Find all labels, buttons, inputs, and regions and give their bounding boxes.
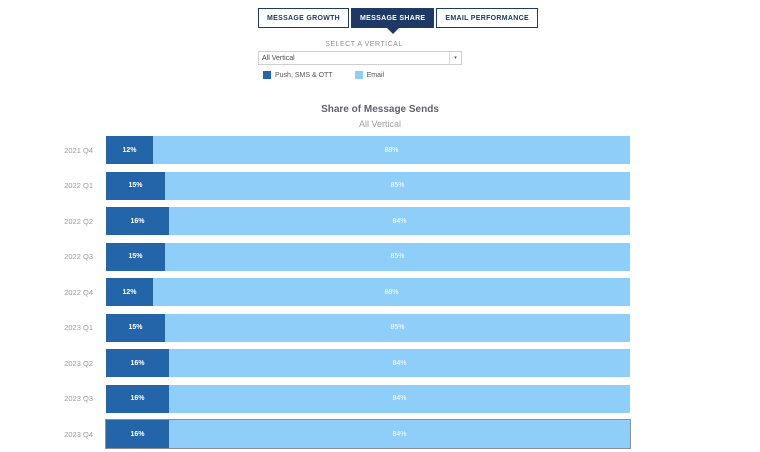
row-label: 2023 Q3	[64, 394, 93, 403]
bar-value-label: 12%	[122, 146, 137, 154]
bar-segment-push[interactable]: 16%	[106, 384, 169, 413]
chart-row: 2022 Q4 12% 88%	[0, 278, 760, 306]
bar-value-label: 16%	[130, 359, 145, 367]
tab-bar: MESSAGE GROWTH MESSAGE SHARE EMAIL PERFO…	[258, 8, 538, 28]
tab-email-performance[interactable]: EMAIL PERFORMANCE	[436, 8, 538, 28]
bar: 12% 88%	[106, 136, 630, 164]
bar-value-label: 84%	[392, 430, 407, 438]
chart-row: 2021 Q4 12% 88%	[0, 136, 760, 164]
row-label: 2022 Q1	[64, 181, 93, 190]
bar-segment-email[interactable]: 85%	[165, 171, 630, 200]
bar-value-label: 88%	[384, 288, 399, 296]
bar-value-label: 88%	[384, 146, 399, 154]
bar: 15% 85%	[106, 242, 630, 271]
bar-segment-push[interactable]: 12%	[106, 136, 153, 164]
bar-segment-email[interactable]: 88%	[153, 136, 630, 164]
tab-message-growth[interactable]: MESSAGE GROWTH	[258, 8, 350, 28]
bar: 12% 88%	[106, 278, 630, 306]
bar-segment-push[interactable]: 16%	[106, 420, 169, 448]
bar-segment-email[interactable]: 85%	[165, 313, 630, 342]
bar: 16% 84%	[106, 349, 630, 377]
chart-row: 2023 Q3 16% 84%	[0, 384, 760, 413]
push-swatch-icon	[263, 71, 271, 79]
vertical-select-value: All Vertical	[262, 54, 295, 62]
bar-segment-email[interactable]: 84%	[169, 420, 630, 448]
chart-title: Share of Message Sends	[321, 104, 439, 115]
chart-subtitle: All Vertical	[358, 119, 402, 129]
bar-value-label: 85%	[390, 324, 405, 331]
tab-message-share[interactable]: MESSAGE SHARE	[351, 8, 435, 28]
legend-item-push-sms-ott[interactable]: Push, SMS & OTT	[263, 71, 333, 79]
bar-value-label: 15%	[128, 324, 143, 331]
bar-value-label: 15%	[128, 253, 143, 260]
row-label: 2023 Q2	[64, 358, 93, 368]
legend-label: Email	[366, 71, 385, 79]
bar-segment-email[interactable]: 84%	[169, 207, 630, 235]
bar-value-label: 16%	[130, 430, 145, 438]
bar-segment-email[interactable]: 88%	[153, 278, 630, 306]
chevron-down-icon[interactable]: ▾	[449, 52, 461, 64]
legend: Push, SMS & OTT Email	[263, 71, 470, 79]
chart-row: 2022 Q1 15% 85%	[0, 171, 760, 200]
bar: 16% 84%	[106, 384, 630, 413]
bar: 16% 84%	[106, 207, 630, 235]
row-label: 2022 Q4	[64, 287, 93, 297]
chart-row: 2023 Q2 16% 84%	[0, 349, 760, 377]
chart-row: 2022 Q3 15% 85%	[0, 242, 760, 271]
bar-value-label: 85%	[390, 182, 405, 189]
bar: 15% 85%	[106, 313, 630, 342]
bar-value-label: 85%	[390, 253, 405, 260]
bar-segment-email[interactable]: 85%	[165, 242, 630, 271]
legend-item-email[interactable]: Email	[354, 71, 385, 79]
row-label: 2023 Q4	[64, 429, 93, 439]
vertical-select-label: SELECT A VERTICAL	[325, 41, 403, 48]
email-swatch-icon	[354, 71, 363, 79]
legend-label: Push, SMS & OTT	[275, 71, 333, 79]
row-label: 2022 Q3	[64, 252, 93, 261]
row-label: 2021 Q4	[64, 145, 93, 155]
bar-value-label: 15%	[128, 182, 143, 189]
row-label: 2023 Q1	[64, 323, 93, 332]
chart-row: 2022 Q2 16% 84%	[0, 207, 760, 235]
header: MESSAGE GROWTH MESSAGE SHARE EMAIL PERFO…	[258, 8, 538, 79]
bar-segment-push[interactable]: 16%	[106, 349, 169, 377]
bar-segment-email[interactable]: 84%	[169, 349, 630, 377]
chart-row: 2023 Q1 15% 85%	[0, 313, 760, 342]
bar-segment-push[interactable]: 15%	[106, 171, 165, 200]
bar: 16% 84%	[105, 419, 631, 449]
bar-segment-push[interactable]: 16%	[106, 207, 169, 235]
vertical-select[interactable]: All Vertical ▾	[258, 51, 462, 65]
row-label: 2022 Q2	[64, 216, 93, 226]
bar-value-label: 84%	[392, 395, 407, 402]
bar-segment-email[interactable]: 84%	[169, 384, 630, 413]
chart-row: 2023 Q4 16% 84%	[0, 419, 760, 449]
bar-segment-push[interactable]: 15%	[106, 313, 165, 342]
bar-value-label: 84%	[392, 359, 407, 367]
bar-value-label: 84%	[392, 217, 407, 225]
bar: 15% 85%	[106, 171, 630, 200]
bar-segment-push[interactable]: 12%	[106, 278, 153, 306]
bar-value-label: 16%	[130, 395, 145, 402]
bar-chart: 2021 Q4 12% 88% 2022 Q1 15% 85% 2022 Q2 …	[0, 136, 760, 449]
bar-segment-push[interactable]: 15%	[106, 242, 165, 271]
bar-value-label: 16%	[130, 217, 145, 225]
bar-value-label: 12%	[122, 288, 137, 296]
